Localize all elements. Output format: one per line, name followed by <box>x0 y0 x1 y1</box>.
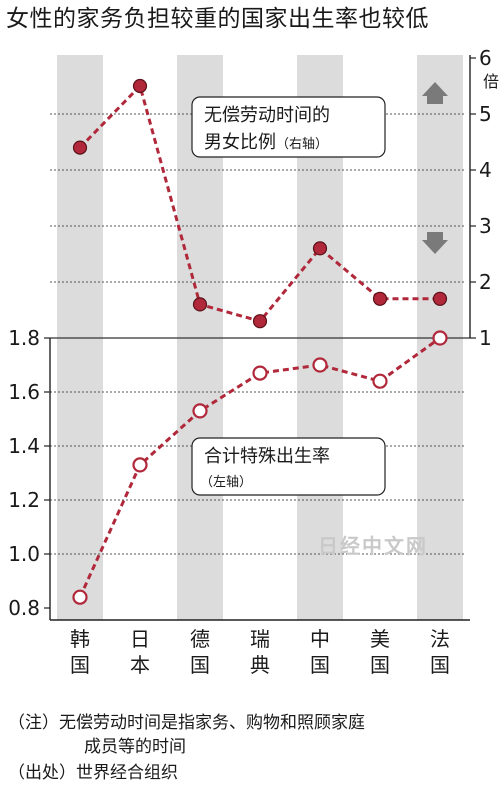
x-tick-label: 瑞 <box>250 627 270 651</box>
right-tick-label: 1 <box>479 326 492 350</box>
series-name-line: 合计特殊出生率 <box>204 446 330 467</box>
x-tick-label: 本 <box>130 653 150 677</box>
x-tick-label: 美 <box>370 627 390 651</box>
x-tick-label: 德 <box>190 627 210 651</box>
watermark: 日经中文网 <box>318 534 428 558</box>
left-tick-label: 1.8 <box>8 326 40 350</box>
right-tick-label: 3 <box>479 214 492 238</box>
x-tick-label: 国 <box>70 653 90 677</box>
chart: 0.8 1.0 1.2 1.4 1.6 1.8 1 2 3 4 5 6 倍 日经中文网 无偿劳动时间的… <box>8 46 499 677</box>
data-point <box>372 373 388 389</box>
axes <box>49 55 471 621</box>
data-point <box>132 78 148 94</box>
series-axis-note: （右轴） <box>276 137 328 152</box>
series <box>72 78 448 605</box>
right-axis-arrows <box>422 82 448 254</box>
source-note: （出处）世界经合组织 <box>8 763 178 783</box>
left-tick-label: 1.4 <box>8 434 40 458</box>
series-label-box <box>191 96 386 158</box>
x-tick-label: 韩 <box>70 627 90 651</box>
right-tick-label: 4 <box>479 158 492 182</box>
x-tick-label: 国 <box>190 653 210 677</box>
series-axis-note: （左轴） <box>200 475 252 490</box>
data-point <box>192 403 208 419</box>
watermark-text: 日经中文网 <box>318 534 428 558</box>
data-point <box>132 457 148 473</box>
series-label-box <box>191 437 386 496</box>
footnote-line-2: 成员等的时间 <box>84 737 186 757</box>
arrow-down-icon <box>422 232 448 254</box>
right-axis-unit: 倍 <box>483 72 499 91</box>
grid-lines <box>50 113 470 555</box>
data-point <box>72 140 88 155</box>
series-name-line: 无偿劳动时间的 <box>204 105 330 126</box>
left-tick-label: 1.0 <box>8 542 40 566</box>
x-tick-label: 中 <box>310 627 330 651</box>
data-point <box>72 589 88 605</box>
footnote-line-1: （注）无偿劳动时间是指家务、购物和照顾家庭 <box>8 713 365 733</box>
right-tick-label: 6 <box>479 46 492 70</box>
data-point <box>432 330 448 346</box>
data-point <box>252 314 268 329</box>
x-tick-label: 国 <box>370 653 390 677</box>
right-tick-label: 5 <box>479 102 492 126</box>
x-tick-label: 法 <box>430 627 450 651</box>
data-point <box>372 291 388 306</box>
right-axis-ticks: 1 2 3 4 5 6 倍 <box>470 46 499 350</box>
chart-title: 女性的家务负担较重的国家出生率也较低 <box>6 6 429 32</box>
data-point <box>192 297 208 312</box>
left-tick-label: 1.2 <box>8 488 40 512</box>
data-point <box>312 357 328 373</box>
arrow-up-icon <box>422 82 448 104</box>
right-tick-label: 2 <box>479 270 492 294</box>
x-tick-label: 国 <box>430 653 450 677</box>
data-point <box>312 241 328 256</box>
data-point <box>432 291 448 306</box>
x-tick-label: 国 <box>310 653 330 677</box>
left-axis-ticks: 0.8 1.0 1.2 1.4 1.6 1.8 <box>8 326 50 620</box>
data-point <box>252 365 268 381</box>
x-tick-label: 日 <box>130 627 150 651</box>
left-tick-label: 0.8 <box>8 596 40 620</box>
left-tick-label: 1.6 <box>8 380 40 404</box>
x-tick-label: 典 <box>250 653 270 677</box>
series-name-line: 男女比例（右轴） <box>204 132 328 153</box>
